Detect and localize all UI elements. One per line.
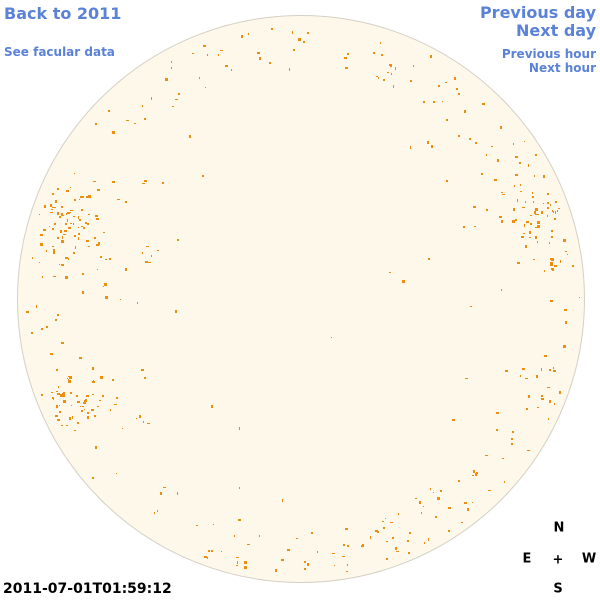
observation-timestamp: 2011-07-01T01:59:12 xyxy=(3,581,172,597)
back-to-year-link[interactable]: Back to 2011 xyxy=(4,4,122,23)
compass-west-label: W xyxy=(581,551,597,567)
next-hour-link[interactable]: Next hour xyxy=(528,61,596,75)
compass-south-label: S xyxy=(553,581,563,597)
next-day-link[interactable]: Next day xyxy=(516,21,596,40)
previous-hour-link[interactable]: Previous hour xyxy=(501,47,596,61)
previous-day-link[interactable]: Previous day xyxy=(479,3,596,22)
compass-north-label: N xyxy=(553,520,565,536)
compass-east-label: E xyxy=(522,551,532,567)
see-facular-data-link[interactable]: See facular data xyxy=(4,45,115,59)
compass-center-cross: + xyxy=(552,552,564,568)
solar-disk xyxy=(17,15,585,583)
